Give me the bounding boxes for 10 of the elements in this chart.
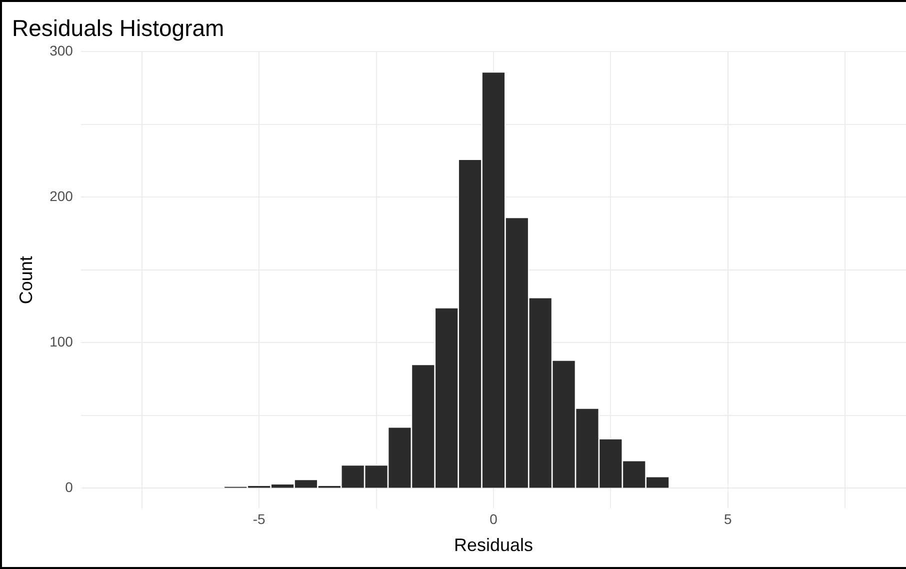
x-tick-label: 0 — [490, 510, 498, 527]
chart-title: Residuals Histogram — [12, 15, 224, 42]
x-tick-label: 5 — [724, 510, 732, 527]
y-tick-label: 300 — [50, 42, 74, 58]
y-tick-label: 100 — [50, 334, 74, 350]
x-tick-label: -5 — [252, 510, 266, 527]
y-axis-title: Count — [16, 256, 36, 304]
y-tick-label: 200 — [50, 188, 74, 204]
x-axis-title: Residuals — [454, 535, 534, 556]
y-tick-label: 0 — [65, 479, 74, 496]
